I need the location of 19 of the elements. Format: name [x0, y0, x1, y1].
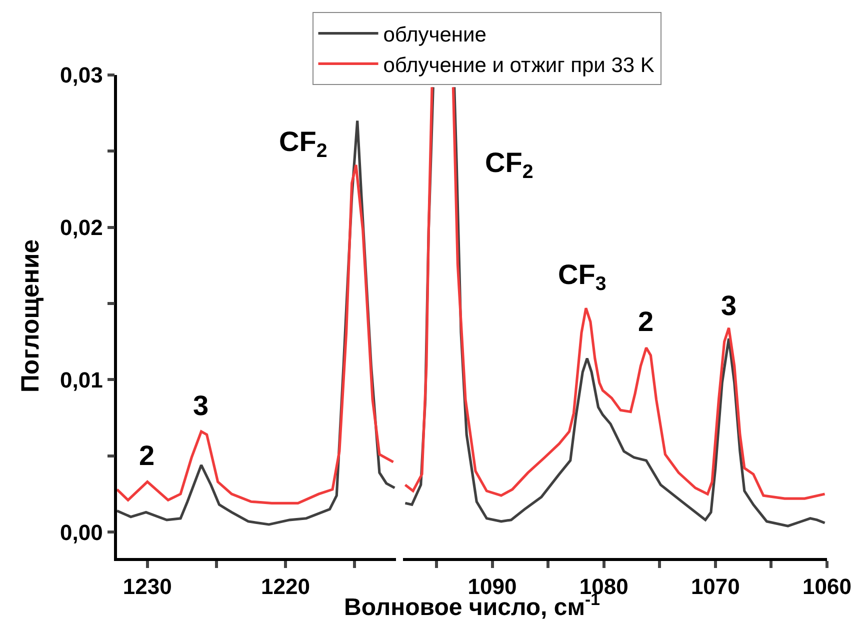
annotation: CF$_{3}$ [558, 259, 606, 295]
x-tick-label: 1220 [261, 574, 310, 600]
x-tick-label: 1230 [122, 574, 172, 600]
line-series [117, 164, 395, 504]
annotation: 3 [721, 290, 737, 321]
y-tick-label: 0,03 [60, 62, 103, 88]
y-tick-label: 0,02 [60, 215, 103, 240]
annotation: 2 [139, 440, 155, 471]
legend-label: облучение [383, 24, 486, 47]
y-tick-label: 0,01 [60, 367, 103, 392]
x-tick-label: 1060 [802, 574, 852, 600]
annotation: CF$_{2}$ [279, 126, 328, 162]
y-tick-label: 0,00 [60, 520, 103, 545]
legend-label: облучение и отжиг при 33 K [383, 54, 654, 77]
annotation: CF$_{2}$ [485, 147, 534, 183]
x-tick-label: 1070 [690, 574, 740, 600]
annotation: 2 [638, 306, 654, 337]
annotation: 3 [193, 390, 209, 421]
y-axis-title: Поглощение [16, 239, 45, 393]
